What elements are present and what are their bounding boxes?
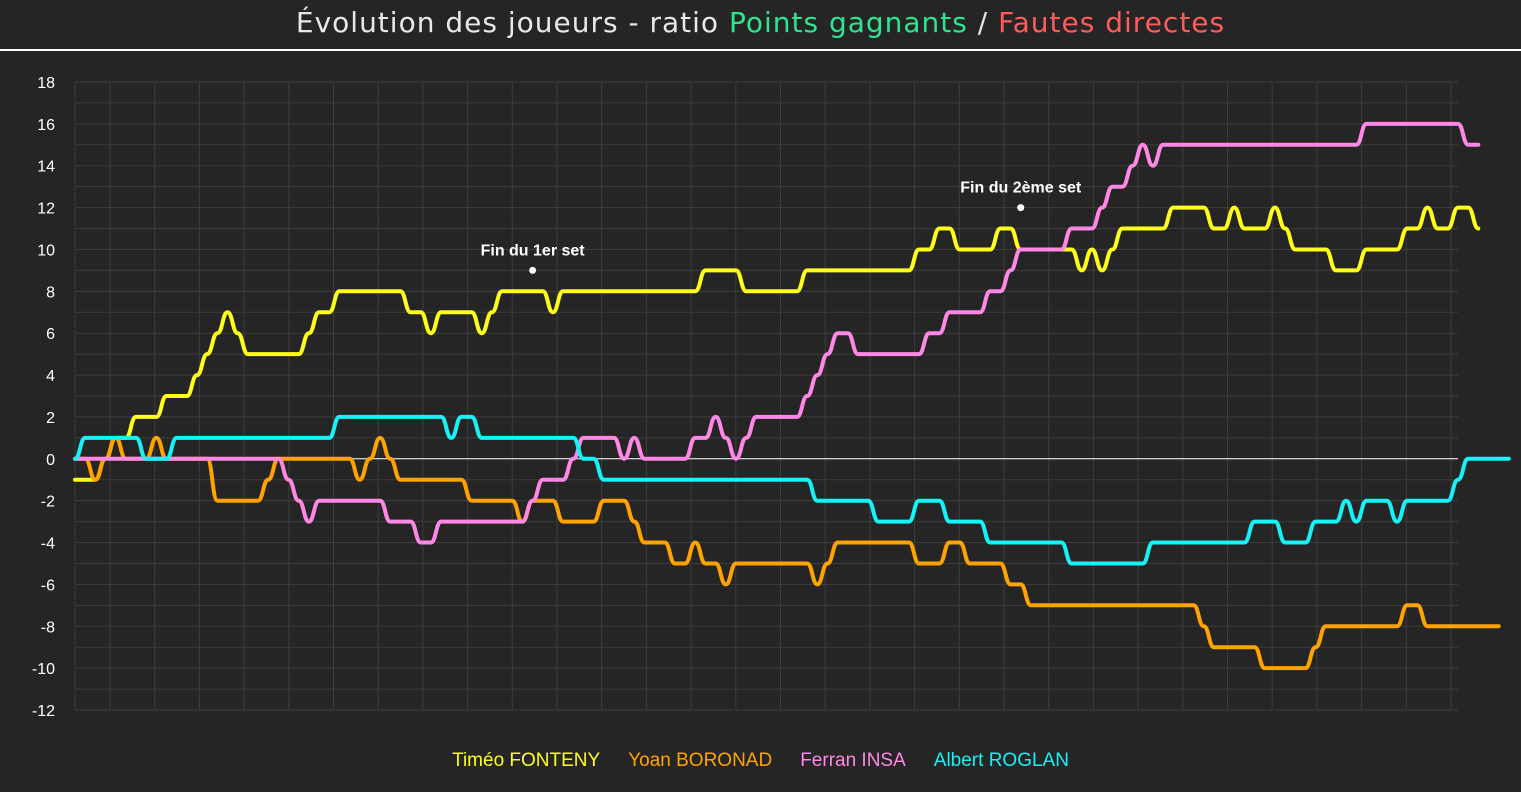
y-tick-label: -10	[32, 661, 55, 678]
annotation-label: Fin du 1er set	[481, 242, 586, 259]
annotation-marker	[529, 266, 537, 274]
legend-item-timeo-fonteny[interactable]: Timéo FONTENY	[452, 750, 601, 771]
grid	[74, 81, 1458, 711]
title-fautes-directes: Fautes directes	[998, 6, 1226, 39]
legend-item-ferran-insa[interactable]: Ferran INSA	[800, 750, 906, 771]
annotations: Fin du 1er set Fin du 2ème set	[481, 180, 1082, 274]
series-line-tim-o-fonteny[interactable]	[73, 205, 1481, 482]
chart-title: Évolution des joueurs - ratio Points gag…	[0, 6, 1521, 39]
y-axis-ticks: 18 16 14 12 10 8 6 4 2 0 -2 -4 -6 -8 -10 -12	[32, 75, 55, 720]
title-prefix: Évolution des joueurs - ratio	[295, 6, 729, 39]
y-tick-label: 2	[46, 410, 55, 427]
y-tick-label: -4	[41, 536, 55, 553]
annotation-marker	[1017, 204, 1025, 212]
title-underline	[0, 49, 1521, 51]
y-tick-label: 10	[37, 242, 55, 259]
title-slash: /	[967, 6, 999, 39]
legend-item-albert-roglan[interactable]: Albert ROGLAN	[933, 750, 1069, 771]
y-tick-label: 4	[46, 368, 55, 385]
y-tick-label: 18	[37, 75, 55, 92]
y-tick-label: 6	[46, 326, 55, 343]
annotation-label: Fin du 2ème set	[960, 180, 1082, 197]
y-tick-label: -8	[41, 619, 55, 636]
y-tick-label: -12	[32, 703, 55, 720]
y-tick-label: 14	[37, 159, 55, 176]
y-tick-label: 16	[37, 117, 55, 134]
y-tick-label: -6	[41, 577, 55, 594]
series-lines	[73, 121, 1511, 671]
title-points-gagnants: Points gagnants	[728, 6, 968, 39]
legend: Timéo FONTENY Yoan BORONAD Ferran INSA A…	[0, 750, 1521, 772]
series-line-ferran-insa[interactable]	[73, 121, 1481, 545]
legend-item-yoan-boronad[interactable]: Yoan BORONAD	[628, 750, 773, 771]
y-tick-label: 0	[46, 452, 55, 469]
series-line-yoan-boronad[interactable]	[73, 435, 1501, 671]
y-tick-label: -2	[41, 494, 55, 511]
y-tick-label: 8	[46, 284, 55, 301]
series-line-albert-roglan[interactable]	[73, 414, 1511, 566]
y-tick-label: 12	[37, 201, 55, 218]
